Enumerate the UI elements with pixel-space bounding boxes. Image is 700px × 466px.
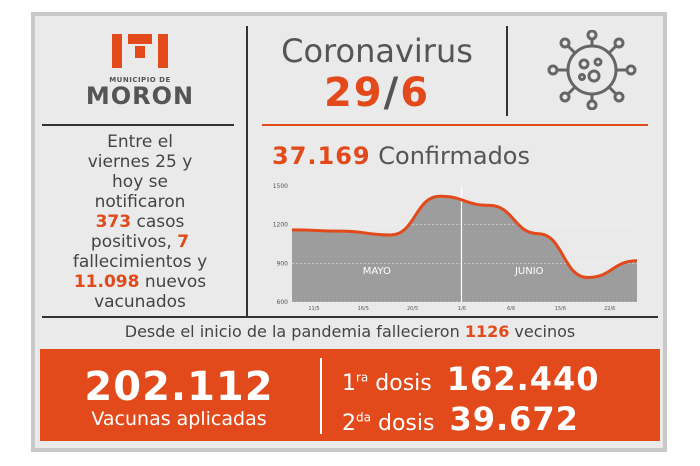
- confirmed-total: 37.169 Confirmados: [272, 142, 652, 170]
- dose-suffix: ra: [356, 370, 369, 385]
- chart-xtick-label: 15/6: [555, 306, 566, 312]
- divider: [320, 358, 322, 434]
- summary-line: notificaron: [94, 192, 186, 212]
- date-label: 29/6: [262, 70, 492, 116]
- deaths-count: 7: [177, 232, 190, 252]
- divider: [42, 124, 234, 126]
- chart-xtick-label: 1/6: [458, 306, 466, 312]
- dose-suffix: da: [356, 410, 371, 425]
- summary-line: vacunados: [94, 292, 186, 312]
- pandemic-text: Desde el inicio de la pandemia fallecier…: [124, 322, 465, 341]
- summary-line: Entre el: [107, 132, 173, 152]
- summary-line: viernes 25 y: [87, 152, 193, 172]
- chart-xtick-label: 22/6: [604, 306, 615, 312]
- summary-line: 11.098 nuevos: [42, 272, 238, 292]
- chart-xtick-label: 16/5: [358, 306, 369, 312]
- vaccine-band: [40, 349, 660, 441]
- confirmed-label: Confirmados: [378, 142, 530, 170]
- chart-ytick-label: 900: [277, 260, 289, 267]
- summary-line: positivos, 7: [42, 232, 238, 252]
- moron-logo-icon: [112, 34, 168, 68]
- chart-area: [292, 196, 637, 302]
- dose-1: 1ra dosis 162.440: [342, 360, 600, 398]
- date-month: 6: [400, 70, 431, 116]
- summary-text-part: positivos,: [90, 232, 178, 252]
- chart-xtick-label: 11/5: [308, 306, 319, 312]
- logo-subtitle: MUNICIPIO DE: [109, 76, 171, 84]
- chart-region-label: MAYO: [363, 266, 391, 277]
- pandemic-deaths: Desde el inicio de la pandemia fallecier…: [40, 322, 660, 341]
- chart-xtick-label: 6/6: [507, 306, 515, 312]
- date-separator: /: [383, 70, 401, 116]
- chart-region-label: JUNIO: [514, 266, 544, 277]
- date-day: 29: [323, 70, 384, 116]
- divider: [262, 124, 648, 126]
- chart-ytick-label: 600: [277, 299, 289, 306]
- summary-line: hoy se: [112, 172, 168, 192]
- divider: [506, 26, 508, 116]
- page-title: Coronavirus: [281, 32, 473, 70]
- chart-series-line: [291, 194, 638, 280]
- divider: [42, 316, 658, 318]
- summary-text-part: casos: [131, 212, 185, 232]
- dose-number: 1: [342, 371, 356, 396]
- logo-name: MORON: [85, 82, 195, 110]
- chart-ytick-label: 1500: [273, 183, 288, 190]
- pandemic-suffix: vecinos: [509, 322, 576, 341]
- summary-line: fallecimientos y: [72, 252, 208, 272]
- summary-text-part: nuevos: [139, 272, 207, 292]
- cases-chart: 1500 1200 900 600 11/5 16/5 20/5 1/6 6/6 15/6 22/6…: [273, 183, 638, 312]
- pandemic-deaths-value: 1126: [464, 322, 510, 341]
- virus-icon: [547, 30, 637, 110]
- divider: [246, 26, 248, 316]
- dose-text: dosis: [370, 411, 435, 436]
- chart-xtick-label: 20/5: [407, 306, 418, 312]
- chart-ytick-label: 1200: [273, 222, 288, 229]
- summary-text: Entre el viernes 25 y hoy se notificaron…: [42, 132, 238, 312]
- logo: MUNICIPIO DE MORON: [80, 32, 200, 108]
- dose-2: 2da dosis 39.672: [342, 400, 579, 438]
- confirmed-value: 37.169: [272, 142, 371, 170]
- dose-2-value: 39.672: [449, 400, 579, 438]
- dose-1-value: 162.440: [446, 360, 600, 398]
- cases-count: 373: [95, 212, 132, 232]
- vaccines-label: Vacunas aplicadas: [91, 408, 267, 430]
- dose-text: dosis: [368, 371, 432, 396]
- dose-number: 2: [342, 411, 356, 436]
- summary-line: 373 casos: [42, 212, 238, 232]
- vaccines-total: 202.112: [84, 364, 274, 410]
- vaccinated-count: 11.098: [73, 272, 140, 292]
